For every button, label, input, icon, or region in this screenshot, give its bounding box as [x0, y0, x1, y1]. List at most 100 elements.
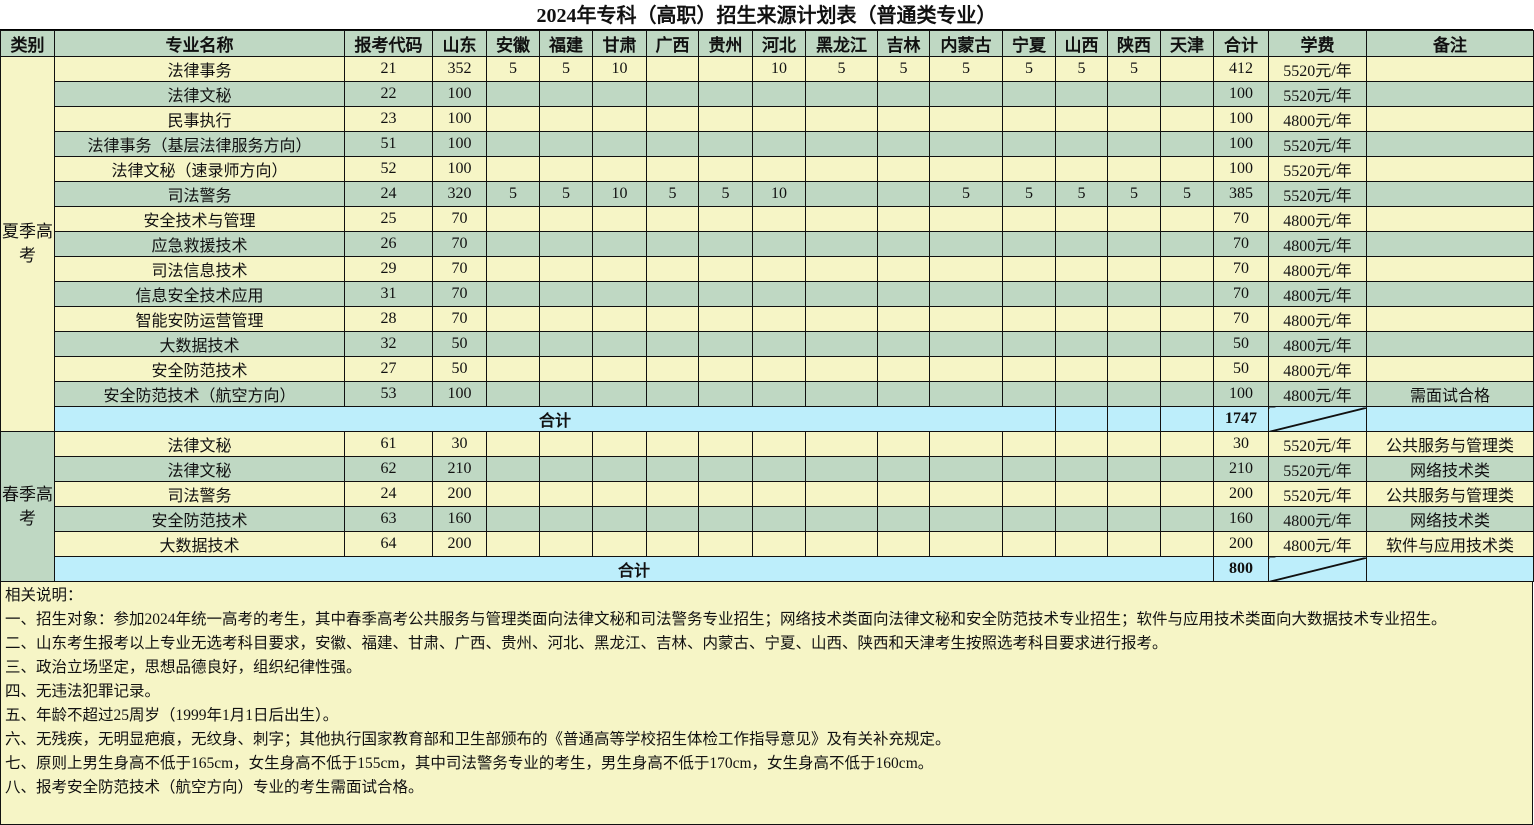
cell: [805, 106, 878, 132]
cell: [1366, 156, 1534, 182]
major-name: 法律事务: [54, 56, 345, 82]
cell: 10: [752, 56, 806, 82]
table-row: 安全防范技术 27 50 50 4800元/年: [1, 356, 1534, 382]
cell: 网络技术类: [1366, 456, 1534, 482]
cell: 10: [752, 181, 806, 207]
cell: [1055, 281, 1108, 307]
total-label: 合计: [54, 556, 1214, 582]
cell: [1160, 431, 1214, 457]
cell: [1002, 156, 1056, 182]
cell: [752, 531, 806, 557]
cell: [1107, 106, 1161, 132]
cell: [752, 431, 806, 457]
cell: 160: [1213, 506, 1269, 532]
cell: [752, 231, 806, 257]
cell: [486, 131, 540, 157]
cell: 4800元/年: [1268, 381, 1367, 407]
table-row: 应急救援技术 26 70 70 4800元/年: [1, 231, 1534, 257]
cell: 4800元/年: [1268, 281, 1367, 307]
cell: [752, 481, 806, 507]
page-title: 2024年专科（高职）招生来源计划表（普通类专业）: [0, 0, 1533, 30]
cell: [1107, 456, 1161, 482]
cell: [1107, 256, 1161, 282]
cell: 5520元/年: [1268, 181, 1367, 207]
cell: 50: [432, 356, 487, 382]
cell: [539, 331, 593, 357]
cell: [698, 231, 753, 257]
column-header: 黑龙江: [805, 30, 878, 57]
cell: [877, 131, 930, 157]
cell: [698, 131, 753, 157]
cell: [1366, 131, 1534, 157]
cell: [539, 481, 593, 507]
cell: [698, 356, 753, 382]
cell: [1055, 231, 1108, 257]
cell: [877, 306, 930, 332]
cell: [752, 506, 806, 532]
cell: [486, 306, 540, 332]
major-name: 大数据技术: [54, 531, 345, 557]
cell: [592, 256, 647, 282]
cell: [486, 456, 540, 482]
note-item: 一、招生对象：参加2024年统一高考的考生，其中春季高考公共服务与管理类面向法律…: [5, 611, 1447, 628]
table-row: 司法警务 24 320 5 5 10 5 5 10 5 5 5 5 5 385 5520元/年: [1, 181, 1534, 207]
note-item: 六、无残疾，无明显疤痕，无纹身、刺字；其他执行国家教育部和卫生部颁布的《普通高等…: [5, 731, 951, 748]
cell: [698, 456, 753, 482]
cell: [1002, 306, 1056, 332]
major-name: 大数据技术: [54, 331, 345, 357]
cell: 32: [344, 331, 433, 357]
major-name: 法律文秘: [54, 456, 345, 482]
cell: 5: [486, 181, 540, 207]
cell: 70: [432, 306, 487, 332]
cell: 70: [1213, 306, 1269, 332]
cell: 50: [432, 331, 487, 357]
cell: [486, 531, 540, 557]
cell: [1107, 206, 1161, 232]
cell: 4800元/年: [1268, 331, 1367, 357]
cell: [805, 431, 878, 457]
cell: [1002, 331, 1056, 357]
cell: [877, 231, 930, 257]
cell: [1366, 106, 1534, 132]
cell: [646, 381, 699, 407]
cell: 53: [344, 381, 433, 407]
cell: [1002, 256, 1056, 282]
cell: [539, 356, 593, 382]
cell: [1160, 456, 1214, 482]
cell: [805, 331, 878, 357]
note-item: 四、无违法犯罪记录。: [5, 683, 161, 700]
major-name: 民事执行: [54, 106, 345, 132]
column-header: 安徽: [486, 30, 540, 57]
cell: [877, 156, 930, 182]
cell: [929, 531, 1003, 557]
cell: [929, 381, 1003, 407]
cell: [592, 131, 647, 157]
cell: [539, 131, 593, 157]
category-cell: 夏季高考: [0, 56, 55, 432]
cell: [1055, 106, 1108, 132]
cell: [1055, 506, 1108, 532]
notes-heading: 相关说明：: [5, 587, 83, 604]
cell: [1002, 81, 1056, 107]
table-row: 大数据技术 32 50 50 4800元/年: [1, 331, 1534, 357]
cell: [646, 81, 699, 107]
cell: [929, 131, 1003, 157]
cell: [646, 206, 699, 232]
cell: [805, 231, 878, 257]
cell: [1002, 106, 1056, 132]
cell: [877, 206, 930, 232]
cell: 4800元/年: [1268, 231, 1367, 257]
cell: [486, 281, 540, 307]
cell: [539, 81, 593, 107]
cell: [805, 131, 878, 157]
column-header: 备注: [1366, 30, 1534, 57]
cell: 61: [344, 431, 433, 457]
cell: [486, 481, 540, 507]
cell: [1366, 56, 1534, 82]
cell: [1107, 331, 1161, 357]
cell: 50: [1213, 356, 1269, 382]
cell: [592, 81, 647, 107]
major-name: 司法信息技术: [54, 256, 345, 282]
cell: [1160, 206, 1214, 232]
cell: [877, 456, 930, 482]
